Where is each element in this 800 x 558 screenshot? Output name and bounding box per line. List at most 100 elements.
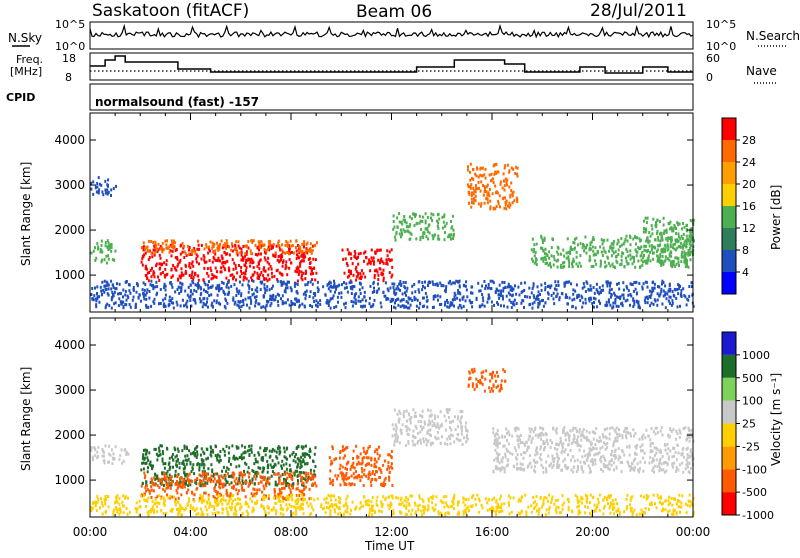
heatmap-cell [153,302,155,305]
heatmap-cell [312,460,314,463]
heatmap-cell [595,427,597,430]
heatmap-cell [549,439,551,442]
heatmap-cell [484,202,486,205]
heatmap-cell [600,265,602,268]
heatmap-cell [389,250,391,253]
heatmap-cell [588,465,590,468]
heatmap-cell [514,284,516,287]
heatmap-cell [535,434,537,437]
heatmap-cell [402,413,404,416]
heatmap-cell [216,242,218,245]
nsky-tick-high: 10^5 [55,18,85,31]
heatmap-cell [235,278,237,281]
heatmap-cell [289,454,291,457]
heatmap-cell [410,422,412,425]
heatmap-cell [344,272,346,275]
heatmap-cell [168,304,170,307]
heatmap-cell [496,301,498,304]
heatmap-cell [235,465,237,468]
heatmap-cell [497,200,499,203]
heatmap-cell [617,239,619,242]
heatmap-cell [168,299,170,302]
cpid-text: normalsound (fast) -157 [95,95,259,109]
heatmap-cell [282,513,284,516]
heatmap-cell [690,240,692,243]
heatmap-cell [600,440,602,443]
heatmap-cell [536,446,538,449]
heatmap-cell [90,188,92,191]
heatmap-cell [560,437,562,440]
heatmap-cell [651,427,653,430]
heatmap-cell [683,255,685,258]
heatmap-cell [566,296,568,299]
heatmap-cell [185,264,187,267]
heatmap-cell [633,435,635,438]
heatmap-cell [605,465,607,468]
heatmap-cell [509,299,511,302]
heatmap-cell [428,224,430,227]
heatmap-cell [170,477,172,480]
heatmap-cell [424,281,426,284]
heatmap-cell [536,243,538,246]
heatmap-cell [310,273,312,276]
heatmap-cell [635,236,637,239]
heatmap-cell [453,441,455,444]
heatmap-cell [156,285,158,288]
heatmap-cell [353,472,355,475]
heatmap-cell [503,207,505,210]
heatmap-cell [543,448,545,451]
heatmap-cell [305,472,307,475]
heatmap-cell [540,257,542,260]
heatmap-cell [675,297,677,300]
heatmap-cell [257,472,259,475]
heatmap-cell [437,299,439,302]
heatmap-cell [582,246,584,249]
heatmap-cell [649,290,651,293]
heatmap-cell [189,274,191,277]
heatmap-cell [379,476,381,479]
heatmap-cell [258,253,260,256]
heatmap-cell [306,462,308,465]
heatmap-cell [142,482,144,485]
heatmap-cell [608,250,610,253]
heatmap-cell [158,279,160,282]
heatmap-cell [143,467,145,470]
heatmap-cell [267,471,269,474]
heatmap-cell [601,238,603,241]
heatmap-cell [467,438,469,441]
heatmap-cell [374,299,376,302]
heatmap-cell [246,245,248,248]
heatmap-cell [577,265,579,268]
heatmap-cell [517,443,519,446]
heatmap-cell [495,380,497,383]
heatmap-cell [518,467,520,470]
heatmap-cell [568,436,570,439]
heatmap-cell [436,220,438,223]
heatmap-cell [235,482,237,485]
heatmap-cell [91,287,93,290]
heatmap-cell [105,444,107,447]
heatmap-cell [198,279,200,282]
heatmap-cell [633,459,635,462]
heatmap-cell [609,282,611,285]
heatmap-cell [370,285,372,288]
heatmap-cell [423,297,425,300]
heatmap-cell [224,261,226,264]
heatmap-cell [625,431,627,434]
heatmap-cell [269,450,271,453]
heatmap-cell [397,285,399,288]
heatmap-cell [276,473,278,476]
heatmap-cell [422,285,424,288]
heatmap-cell [536,263,538,266]
heatmap-cell [369,260,371,263]
heatmap-cell [590,284,592,287]
heatmap-cell [638,471,640,474]
heatmap-cell [446,222,448,225]
heatmap-cell [374,450,376,453]
heatmap-cell [611,306,613,309]
heatmap-cell [297,445,299,448]
heatmap-cell [305,445,307,448]
heatmap-cell [666,237,668,240]
heatmap-cell [431,219,433,222]
heatmap-cell [144,486,146,489]
